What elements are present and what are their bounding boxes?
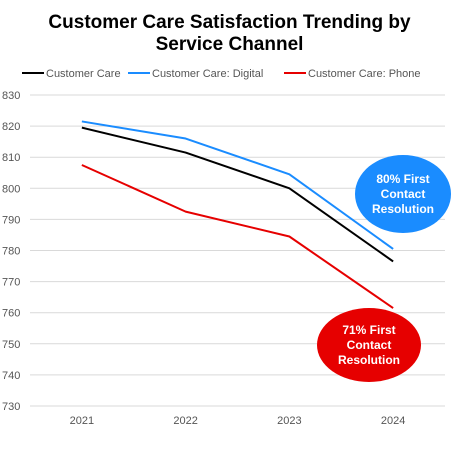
- y-tick-label: 780: [2, 246, 20, 258]
- y-tick-label: 770: [2, 277, 20, 289]
- y-tick-label: 750: [2, 339, 20, 351]
- legend-label: Customer Care: [46, 68, 121, 80]
- y-tick-label: 820: [2, 121, 20, 133]
- x-tick-label: 2023: [277, 415, 301, 427]
- callout-label: Resolution: [338, 353, 400, 367]
- x-tick-label: 2024: [381, 415, 405, 427]
- legend-label: Customer Care: Phone: [308, 68, 421, 80]
- x-tick-label: 2022: [173, 415, 197, 427]
- y-tick-label: 790: [2, 214, 20, 226]
- chart-title-line-1: Customer Care Satisfaction Trending by: [48, 12, 411, 33]
- callout-label: 71% First: [342, 323, 395, 337]
- y-tick-label: 740: [2, 370, 20, 382]
- y-tick-label: 800: [2, 183, 20, 195]
- y-tick-label: 810: [2, 152, 20, 164]
- y-axis: 830 820 810 800 790 780 770 760 750 740 730: [2, 90, 20, 413]
- series-line: [81, 164, 394, 309]
- chart-title: Customer Care Satisfaction Trending by S…: [0, 12, 459, 56]
- x-tick-label: 2021: [70, 415, 94, 427]
- series-line: [81, 120, 394, 250]
- y-tick-label: 760: [2, 308, 20, 320]
- callout-label: 80% First: [376, 172, 429, 186]
- callout-bubble: [355, 155, 451, 233]
- chart-title-line-2: Service Channel: [155, 34, 304, 55]
- y-tick-label: 830: [2, 90, 20, 102]
- legend-label: Customer Care: Digital: [152, 68, 263, 80]
- callout-bubble: [317, 308, 421, 382]
- series-line: [81, 126, 394, 263]
- callout-label: Contact: [381, 187, 426, 201]
- y-tick-label: 730: [2, 401, 20, 413]
- callout-label: Resolution: [372, 202, 434, 216]
- legend: Customer Care Customer Care: Digital Custo…: [22, 68, 421, 80]
- x-axis: 2021 2022 2023 2024: [70, 415, 406, 427]
- series-lines: [81, 120, 394, 309]
- callout-label: Contact: [347, 338, 392, 352]
